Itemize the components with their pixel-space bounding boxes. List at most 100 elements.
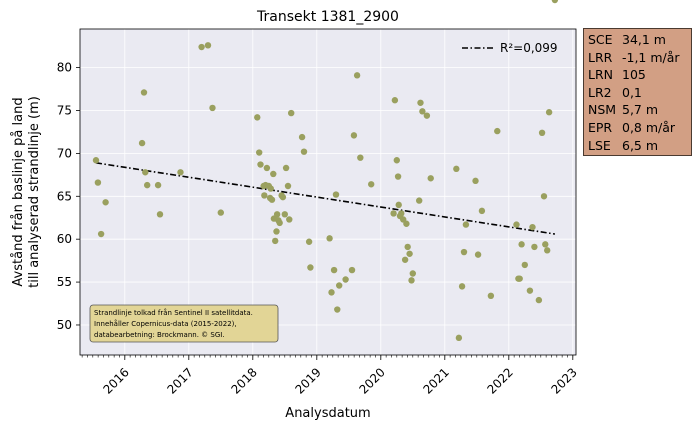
x-tick-label: 2022 (484, 365, 515, 396)
data-point (487, 292, 495, 300)
data-point (462, 221, 470, 228)
data-point (419, 108, 426, 115)
legend-label: R²=0,099 (500, 41, 558, 55)
data-point (391, 97, 399, 104)
data-point (156, 211, 164, 218)
stat-row: LRR -1,1 m/år (588, 49, 691, 67)
data-point (526, 287, 534, 294)
stat-key: EPR (588, 119, 613, 135)
data-point (254, 114, 261, 121)
y-axis-label-line-1: Avstånd från baslinje på land (11, 97, 26, 286)
stat-row: EPR 0,8 m/år (588, 119, 691, 137)
data-point (268, 196, 276, 203)
data-point (494, 127, 501, 135)
x-tick-label: 2018 (228, 365, 259, 396)
data-point (282, 164, 290, 172)
x-tick-label: 2020 (356, 365, 387, 396)
data-point (458, 283, 466, 290)
attribution-background (89, 304, 279, 343)
data-point (474, 251, 482, 258)
stat-key: LRN (588, 67, 613, 83)
x-tick-label: 2017 (164, 365, 195, 396)
data-point (542, 241, 549, 248)
data-point (330, 266, 338, 274)
data-point (336, 282, 343, 289)
stat-row: LRN 105 (588, 66, 691, 84)
data-point (357, 154, 364, 161)
data-point (94, 179, 102, 186)
stat-key: SCE (588, 32, 613, 47)
data-point (198, 43, 205, 51)
data-point (144, 181, 151, 189)
stat-key: LRR (588, 49, 613, 65)
data-point (209, 104, 216, 112)
y-tick-label: 65 (57, 189, 72, 203)
chart-title: Transekt 1381_2900 (256, 9, 399, 25)
stat-key: NSM (588, 102, 617, 118)
data-point (408, 277, 415, 284)
data-point (286, 216, 293, 223)
data-point (348, 266, 356, 274)
y-tick-label: 75 (57, 104, 72, 118)
data-point (270, 170, 277, 178)
data-point (257, 161, 264, 168)
data-point (409, 270, 416, 277)
data-point (342, 276, 349, 283)
data-point (140, 89, 148, 96)
data-point (535, 296, 543, 304)
y-tick-label: 55 (57, 275, 72, 289)
data-point (288, 109, 295, 117)
data-point (529, 223, 536, 231)
data-points (92, 0, 559, 342)
data-point (516, 275, 523, 282)
x-tick-label: 2021 (420, 365, 451, 396)
data-point (390, 210, 397, 217)
stat-row: NSM 5,7 m (588, 101, 691, 119)
data-point (395, 201, 402, 209)
data-point (204, 42, 212, 49)
statistics-box: SCE 34,1 m LRR -1,1 m/år LRN 105 LR2 0,1 NSM 5,7 … (583, 28, 692, 156)
data-point (538, 129, 546, 137)
y-tick-label: 70 (57, 146, 72, 160)
attribution-line-1: Strandlinje tolkad från Sentinel II sate… (94, 308, 253, 317)
data-point (401, 256, 409, 263)
x-axis-label: Analysdatum (285, 406, 370, 421)
data-point (154, 181, 162, 189)
stat-value: 105 (622, 67, 646, 83)
data-point (368, 181, 375, 188)
stat-key: LR2 (588, 84, 612, 100)
data-point (276, 219, 283, 227)
data-point (460, 248, 468, 256)
data-point (521, 261, 528, 269)
data-point (403, 220, 410, 227)
stat-value: 0,1 (622, 84, 642, 100)
data-point (138, 139, 146, 147)
data-point (281, 211, 288, 218)
data-point (478, 207, 486, 215)
data-point (279, 193, 287, 201)
stat-row: LSE 6,5 m (588, 137, 691, 155)
stat-row: SCE 34,1 m (588, 31, 691, 49)
plot-frame (79, 28, 577, 356)
y-axis: 50 55 60 65 70 75 80 (57, 61, 80, 332)
data-point (393, 157, 400, 164)
data-point (545, 109, 553, 116)
data-point (455, 334, 463, 342)
data-point (544, 247, 551, 254)
stat-value: -1,1 m/år (622, 49, 680, 65)
data-point (398, 210, 405, 217)
data-point (300, 148, 308, 155)
stat-value: 34,1 m (622, 32, 666, 47)
data-point (332, 191, 340, 198)
x-tick-label: 2019 (292, 365, 323, 396)
data-point (307, 264, 314, 271)
y-tick-label: 60 (57, 232, 72, 246)
data-point (394, 173, 402, 180)
attribution-box: Strandlinje tolkad från Sentinel II sate… (89, 304, 279, 343)
trend-line-group (95, 162, 556, 235)
data-point (423, 112, 431, 119)
data-point (273, 228, 280, 235)
data-point (273, 211, 281, 218)
attribution-line-3: databearbetning: Brockmann. © SGI. (94, 331, 225, 339)
